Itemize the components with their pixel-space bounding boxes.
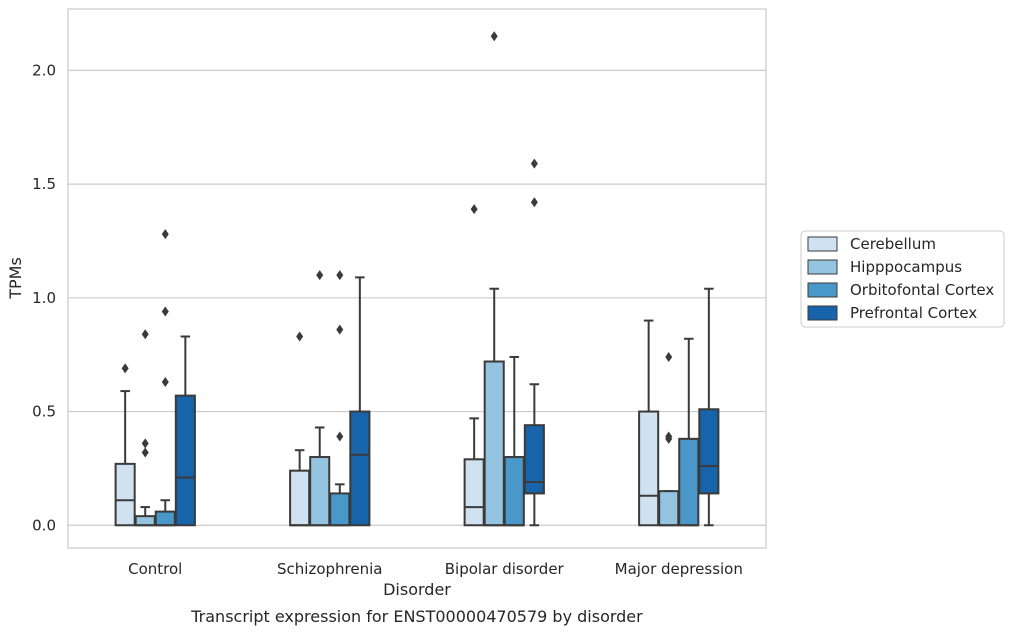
y-axis-label: TPMs — [6, 257, 25, 300]
box-group — [329, 270, 351, 527]
box-group — [523, 158, 545, 527]
outlier-point — [470, 204, 478, 215]
box-iqr — [523, 424, 545, 495]
y-tick-label: 0.5 — [32, 403, 56, 421]
legend-label: Cerebellum — [850, 235, 936, 253]
box-iqr — [678, 437, 700, 527]
box-iqr — [463, 458, 485, 527]
box-group — [289, 331, 311, 527]
legend: Cerebellum Hipppocampus Orbitofontal Corte… — [800, 230, 1005, 328]
x-axis-label: Disorder — [383, 580, 451, 599]
box-group — [678, 337, 700, 527]
y-tick-label: 2.0 — [32, 61, 56, 79]
x-axis-ticks: Control Schizophrenia Bipolar disorder Majo… — [128, 560, 743, 578]
y-tick-label: 1.0 — [32, 289, 56, 307]
legend-label: Orbitofontal Cortex — [850, 281, 994, 299]
x-tick-label: Major depression — [615, 560, 743, 578]
box-group — [483, 31, 505, 527]
box-group — [114, 363, 136, 527]
outlier-point — [141, 447, 149, 458]
legend-label: Hipppocampus — [850, 258, 962, 276]
box-iqr — [174, 394, 196, 527]
box-group — [658, 351, 680, 527]
legend-label: Prefrontal Cortex — [850, 304, 977, 322]
box-group — [174, 335, 196, 527]
box-plot-area — [114, 31, 720, 527]
box-iqr — [638, 410, 660, 527]
legend-swatch — [807, 236, 838, 252]
outlier-point — [316, 270, 324, 281]
box-group — [154, 229, 176, 527]
y-tick-label: 0.0 — [32, 516, 56, 534]
outlier-point — [665, 433, 673, 444]
legend-swatch — [807, 282, 838, 298]
x-tick-label: Control — [128, 560, 182, 578]
box-group — [503, 355, 525, 527]
chart-caption: Transcript expression for ENST0000047057… — [190, 607, 643, 626]
x-tick-label: Schizophrenia — [277, 560, 382, 578]
box-iqr — [503, 456, 525, 527]
outlier-point — [121, 363, 129, 374]
legend-frame — [800, 230, 1005, 328]
box-iqr — [349, 410, 371, 527]
outlier-point — [161, 376, 169, 387]
outlier-point — [336, 270, 344, 281]
box-iqr — [154, 510, 176, 527]
y-axis-ticks: 0.0 0.5 1.0 1.5 2.0 — [32, 61, 56, 534]
box-group — [463, 204, 485, 527]
outlier-point — [530, 197, 538, 208]
legend-swatch — [807, 259, 838, 275]
box-group — [638, 319, 660, 527]
box-iqr — [289, 469, 311, 527]
outlier-point — [490, 31, 498, 42]
x-tick-label: Bipolar disorder — [445, 560, 565, 578]
box-group — [698, 287, 720, 527]
outlier-point — [141, 438, 149, 449]
box-iqr — [309, 456, 331, 527]
box-group — [134, 329, 156, 527]
legend-swatch — [807, 305, 838, 321]
box-iqr — [658, 490, 680, 527]
box-iqr — [483, 360, 505, 527]
outlier-point — [336, 324, 344, 335]
box-iqr — [698, 408, 720, 495]
box-group — [349, 276, 371, 527]
outlier-point — [141, 329, 149, 340]
box-iqr — [114, 462, 136, 527]
box-iqr — [329, 492, 351, 527]
outlier-point — [530, 158, 538, 169]
box-group — [309, 270, 331, 527]
grid-lines — [68, 69, 766, 526]
outlier-point — [296, 331, 304, 342]
plot-frame — [67, 8, 767, 549]
y-tick-label: 1.5 — [32, 175, 56, 193]
outlier-point — [161, 306, 169, 317]
outlier-point — [161, 229, 169, 240]
outlier-point — [336, 431, 344, 442]
box-iqr — [134, 515, 156, 527]
outlier-point — [665, 351, 673, 362]
